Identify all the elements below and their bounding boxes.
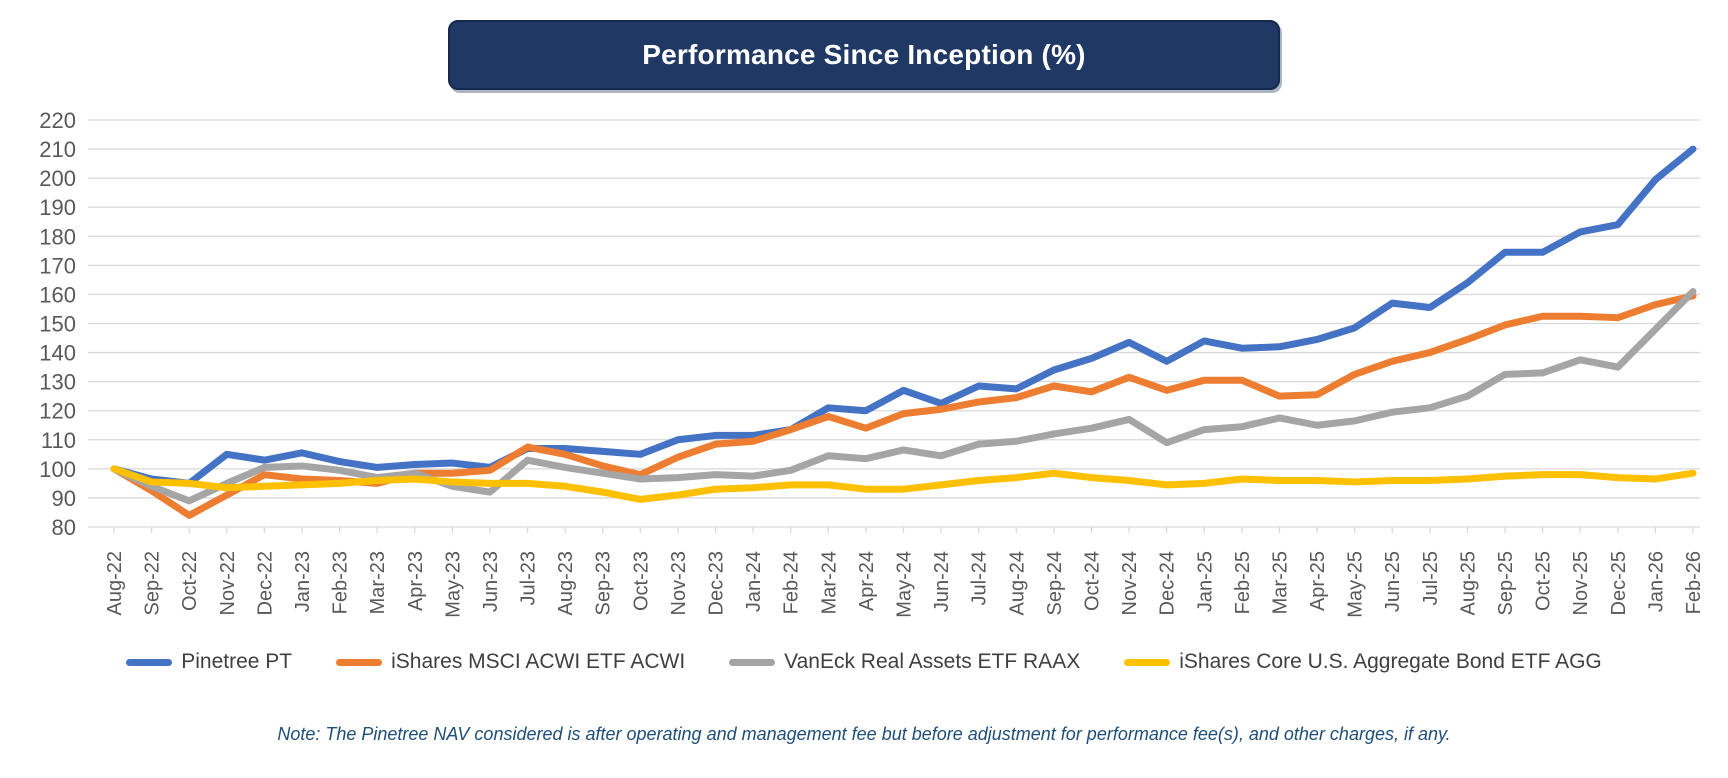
legend-swatch-icon	[729, 658, 776, 666]
y-axis-label: 90	[52, 486, 76, 511]
x-axis-label: Feb-26	[1683, 551, 1705, 614]
x-axis-label: Jan-25	[1194, 551, 1216, 612]
x-axis-label: Dec-25	[1608, 551, 1630, 615]
x-axis-label: Jul-25	[1420, 551, 1442, 605]
x-axis-label: Oct-22	[179, 551, 201, 611]
x-axis-label: Aug-24	[1006, 551, 1028, 616]
x-axis-label: Jun-23	[480, 551, 502, 612]
x-axis-label: Apr-23	[405, 551, 427, 611]
x-axis-label: Feb-23	[330, 551, 352, 614]
x-axis-label: Apr-25	[1307, 551, 1329, 611]
x-axis-label: Nov-23	[668, 551, 690, 615]
x-axis-label: Jan-26	[1645, 551, 1667, 612]
x-axis-label: Sep-25	[1495, 551, 1517, 616]
legend-label: VanEck Real Assets ETF RAAX	[784, 650, 1081, 673]
x-axis-label: Oct-25	[1533, 551, 1555, 611]
legend-item: Pinetree PT	[126, 650, 292, 674]
legend-swatch-icon	[126, 658, 173, 666]
x-axis-label: Sep-23	[593, 551, 615, 616]
footnote: Note: The Pinetree NAV considered is aft…	[277, 724, 1451, 744]
y-axis-label: 140	[39, 341, 76, 366]
y-axis-label: 210	[39, 137, 76, 162]
y-axis-label: 160	[39, 282, 76, 307]
y-axis-label: 170	[39, 253, 76, 278]
legend-item: VanEck Real Assets ETF RAAX	[729, 650, 1080, 674]
y-axis-label: 110	[41, 428, 76, 453]
series-line-ishares-core-u-s-aggregate-bond-etf-agg	[110, 465, 1697, 503]
x-axis-label: May-24	[894, 551, 916, 618]
x-axis-label: Jun-25	[1382, 551, 1404, 612]
legend-label: iShares MSCI ACWI ETF ACWI	[391, 650, 686, 673]
x-axis-label: Oct-24	[1081, 551, 1103, 611]
legend-label: iShares Core U.S. Aggregate Bond ETF AGG	[1179, 650, 1602, 673]
legend-swatch-icon	[1124, 658, 1171, 666]
x-axis-label: Mar-25	[1269, 551, 1291, 614]
x-axis-label: Feb-24	[781, 551, 803, 614]
x-axis-label: Dec-23	[706, 551, 728, 615]
y-axis-label: 120	[39, 399, 76, 424]
y-axis-label: 180	[39, 224, 76, 249]
x-axis-label: Aug-23	[555, 551, 577, 616]
x-axis-label: May-23	[442, 551, 464, 618]
x-axis-label: Jul-24	[969, 551, 991, 605]
x-axis-label: Nov-22	[217, 551, 239, 615]
x-axis-label: Jan-23	[292, 551, 314, 612]
y-axis-label: 100	[39, 457, 76, 482]
x-axis-label: May-25	[1345, 551, 1367, 618]
x-axis-label: Nov-25	[1570, 551, 1592, 615]
y-axis-label: 200	[39, 166, 76, 191]
y-axis-label: 80	[52, 515, 76, 540]
x-axis-label: Jan-24	[743, 551, 765, 612]
x-axis-label: Sep-24	[1044, 551, 1066, 616]
legend-swatch-icon	[336, 658, 383, 666]
y-axis-label: 220	[39, 108, 76, 133]
x-axis-label: Apr-24	[856, 551, 878, 611]
x-axis-label: Feb-25	[1232, 551, 1254, 614]
legend-item: iShares Core U.S. Aggregate Bond ETF AGG	[1124, 650, 1602, 674]
x-axis-label: Aug-22	[104, 551, 126, 616]
x-axis-label: Aug-25	[1457, 551, 1479, 616]
x-axis-label: Oct-23	[630, 551, 652, 611]
y-axis-label: 190	[39, 195, 76, 220]
series-line-pinetree-pt	[110, 145, 1697, 487]
x-axis-label: Sep-22	[142, 551, 164, 616]
x-axis-label: Jun-24	[931, 551, 953, 612]
legend-label: Pinetree PT	[181, 650, 293, 673]
y-axis-label: 130	[39, 370, 76, 395]
legend-item: iShares MSCI ACWI ETF ACWI	[336, 650, 685, 674]
chart-title-box: Performance Since Inception (%)	[448, 20, 1280, 90]
x-axis-label: Jul-23	[518, 551, 540, 605]
x-axis-label: Nov-24	[1119, 551, 1141, 615]
chart-title: Performance Since Inception (%)	[642, 39, 1086, 70]
x-axis-label: Dec-24	[1157, 551, 1179, 615]
x-axis-label: Mar-23	[367, 551, 389, 614]
x-axis-label: Dec-22	[254, 551, 276, 615]
chart-legend: Pinetree PT iShares MSCI ACWI ETF ACWI Van…	[0, 650, 1728, 674]
y-axis-label: 150	[39, 312, 76, 337]
x-axis-label: Mar-24	[818, 551, 840, 614]
